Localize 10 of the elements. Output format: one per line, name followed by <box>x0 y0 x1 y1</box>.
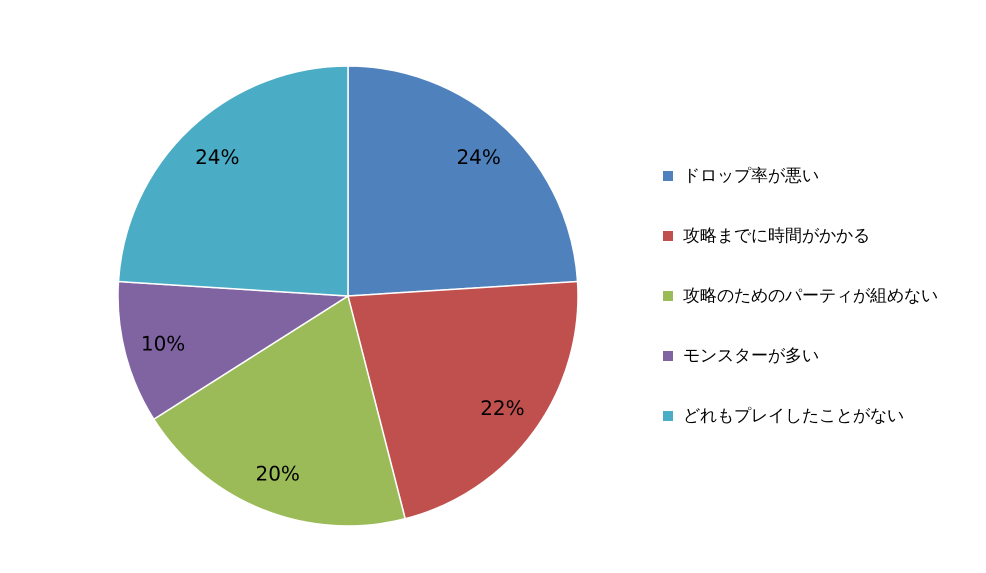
data-label: 24% <box>195 144 240 169</box>
legend-label: 攻略までに時間がかかる <box>683 226 870 246</box>
data-label: 10% <box>140 331 186 356</box>
legend-label: 攻略のためのパーティが組めない <box>683 286 938 306</box>
legend-label: どれもプレイしたことがない <box>683 406 904 426</box>
data-label: 24% <box>456 144 501 169</box>
data-label: 22% <box>480 396 525 420</box>
data-label: 20% <box>256 461 300 486</box>
legend-label: ドロップ率が悪い <box>683 166 819 186</box>
legend-label: モンスターが多い <box>683 346 819 366</box>
